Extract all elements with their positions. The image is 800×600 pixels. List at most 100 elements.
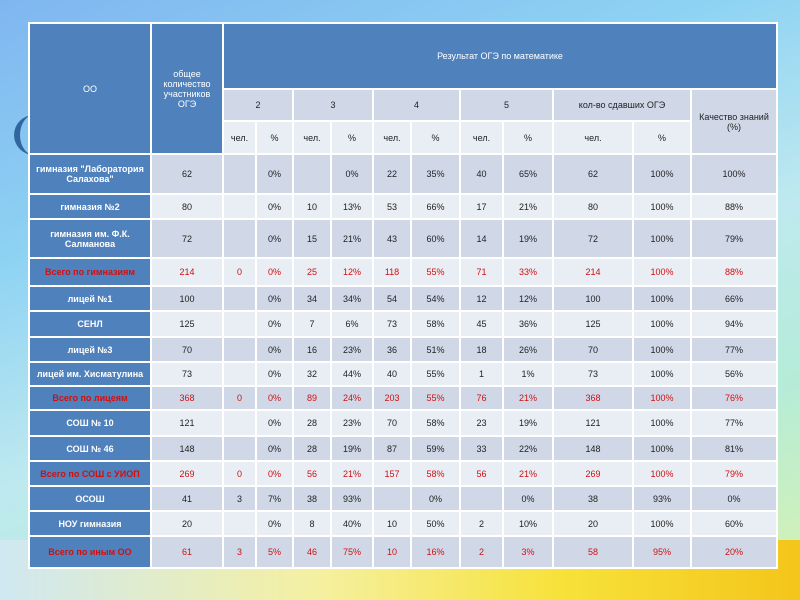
cell: 368	[552, 385, 634, 411]
cell: 41	[150, 485, 224, 512]
table-row: лицей №3 70 0% 16 23% 36 51% 18 26% 70 100% 77%	[28, 336, 779, 363]
cell: 15	[292, 218, 332, 259]
cell: 60%	[410, 218, 461, 259]
cell: 100%	[632, 218, 692, 259]
cell: 36%	[502, 310, 554, 338]
total-row: Всего по гимназиям 214 0 0% 25 12% 118 55% 71 33%…	[28, 257, 779, 287]
cell: 33	[459, 435, 504, 462]
cell: 94%	[689, 310, 779, 338]
cell: 0%	[255, 409, 294, 437]
cell: 40	[372, 361, 412, 387]
cell: 33%	[502, 257, 554, 287]
table-row: гимназия №2 80 0% 10 13% 53 66% 17 21% 80 100% 88%	[28, 193, 779, 220]
cell: 17	[459, 193, 504, 220]
cell: 75%	[330, 535, 374, 569]
cell: 157	[372, 460, 412, 487]
cell: 20	[552, 510, 634, 537]
org-name: лицей им. Хисматулина	[28, 361, 152, 387]
cell: 3%	[502, 535, 554, 569]
cell: 0%	[255, 218, 294, 259]
cell: 368	[150, 385, 224, 411]
org-name: гимназия №2	[28, 193, 152, 220]
cell: 0%	[255, 336, 294, 363]
table-row: НОУ гимназия 20 0% 8 40% 10 50% 2 10% 20 100% 60%	[28, 510, 779, 537]
cell: 100	[552, 285, 634, 312]
header-percent: %	[502, 120, 554, 155]
cell: 100%	[632, 285, 692, 312]
cell: 26%	[502, 336, 554, 363]
cell: 0%	[502, 485, 554, 512]
cell: 100%	[632, 385, 692, 411]
header-percent: %	[330, 120, 374, 155]
cell	[222, 193, 257, 220]
cell: 88%	[689, 193, 779, 220]
cell: 0%	[255, 153, 294, 195]
header-percent: %	[410, 120, 461, 155]
cell: 61	[150, 535, 224, 569]
cell: 0%	[255, 510, 294, 537]
cell: 58%	[410, 310, 461, 338]
header-result: Результат ОГЭ по математике	[221, 22, 779, 90]
cell	[222, 310, 257, 338]
org-name: Всего по СОШ с УИОП	[28, 460, 152, 487]
cell: 0%	[255, 385, 294, 411]
cell: 1	[459, 361, 504, 387]
cell: 2	[459, 510, 504, 537]
header-count: чел.	[222, 120, 257, 155]
header-grade-2: 2	[222, 88, 294, 122]
oge-math-results-table: ОО общее количество участников ОГЭ Резул…	[28, 22, 779, 569]
cell: 100%	[632, 435, 692, 462]
header-total-participants: общее количество участников ОГЭ	[150, 22, 224, 155]
header-grade-5: 5	[459, 88, 554, 122]
cell: 3	[222, 485, 257, 512]
table-row: СОШ № 46 148 0% 28 19% 87 59% 33 22% 148 100% 81%	[28, 435, 779, 462]
cell: 1%	[502, 361, 554, 387]
cell: 76	[459, 385, 504, 411]
cell: 23%	[330, 336, 374, 363]
total-row: Всего по иным ОО 61 3 5% 46 75% 10 16% 2 3% 58 95% 2…	[28, 535, 779, 569]
table-row: СЕНЛ 125 0% 7 6% 73 58% 45 36% 125 100% 94%	[28, 310, 779, 338]
cell: 36	[372, 336, 412, 363]
org-name: СОШ № 10	[28, 409, 152, 437]
cell: 79%	[689, 218, 779, 259]
cell: 0%	[255, 361, 294, 387]
cell: 62	[150, 153, 224, 195]
cell: 88%	[689, 257, 779, 287]
cell: 0%	[255, 435, 294, 462]
cell: 28	[292, 409, 332, 437]
cell: 56	[292, 460, 332, 487]
org-name: Всего по гимназиям	[28, 257, 152, 287]
cell: 38	[552, 485, 634, 512]
cell: 100%	[632, 257, 692, 287]
org-name: Всего по иным ОО	[28, 535, 152, 569]
cell: 13%	[330, 193, 374, 220]
cell: 100%	[632, 510, 692, 537]
cell: 100%	[632, 361, 692, 387]
cell: 23%	[330, 409, 374, 437]
cell: 58	[552, 535, 634, 569]
cell	[222, 510, 257, 537]
cell: 21%	[330, 218, 374, 259]
cell: 125	[552, 310, 634, 338]
cell: 10%	[502, 510, 554, 537]
cell: 58%	[410, 409, 461, 437]
header-count: чел.	[372, 120, 412, 155]
org-name: СОШ № 46	[28, 435, 152, 462]
cell: 40	[459, 153, 504, 195]
cell: 16	[292, 336, 332, 363]
cell: 25	[292, 257, 332, 287]
cell: 55%	[410, 361, 461, 387]
org-name: гимназия им. Ф.К. Салманова	[28, 218, 152, 259]
header-count: чел.	[292, 120, 332, 155]
cell: 80	[150, 193, 224, 220]
cell: 8	[292, 510, 332, 537]
cell: 6%	[330, 310, 374, 338]
cell: 0%	[689, 485, 779, 512]
cell: 24%	[330, 385, 374, 411]
cell: 121	[150, 409, 224, 437]
cell: 3	[222, 535, 257, 569]
cell: 62	[552, 153, 634, 195]
cell: 70	[372, 409, 412, 437]
cell: 93%	[330, 485, 374, 512]
cell: 28	[292, 435, 332, 462]
